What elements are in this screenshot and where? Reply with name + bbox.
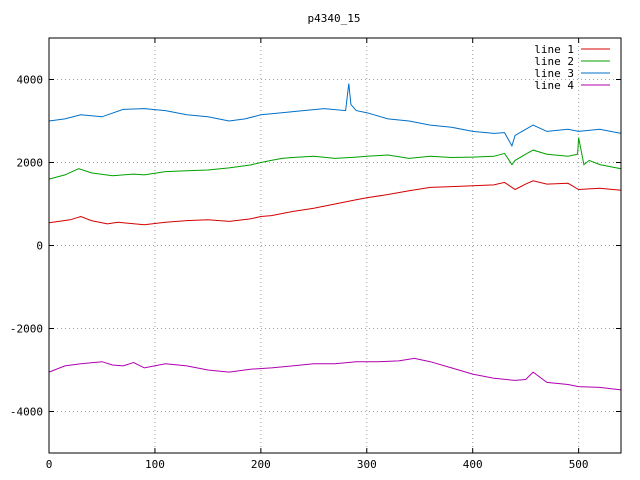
x-tick-label: 200 <box>251 458 271 471</box>
grid <box>49 38 621 453</box>
x-tick-label: 100 <box>145 458 165 471</box>
series-line-1 <box>48 180 622 226</box>
legend-label-4: line 4 <box>534 79 574 92</box>
y-tick-label: 0 <box>36 240 43 253</box>
chart-title: p4340_15 <box>308 12 361 25</box>
x-tick-label: 0 <box>46 458 53 471</box>
series-layer <box>48 83 622 391</box>
y-tick-label: -2000 <box>10 323 43 336</box>
plot-frame <box>48 37 622 454</box>
x-tick-label: 400 <box>463 458 483 471</box>
x-tick-label: 500 <box>569 458 589 471</box>
legend-label-3: line 3 <box>534 67 574 80</box>
series-line-3 <box>48 83 622 148</box>
y-tick-label: -4000 <box>10 406 43 419</box>
legend-label-2: line 2 <box>534 55 574 68</box>
series-line-2 <box>48 137 622 180</box>
x-tick-label: 300 <box>357 458 377 471</box>
series-line-4 <box>48 357 622 391</box>
legend-label-1: line 1 <box>534 43 574 56</box>
y-tick-label: 2000 <box>17 157 44 170</box>
y-tick-label: 4000 <box>17 74 44 87</box>
axis-ticks: 0 100 200 300 400 500 -4000 -2000 0 2000 4000 <box>10 38 621 471</box>
